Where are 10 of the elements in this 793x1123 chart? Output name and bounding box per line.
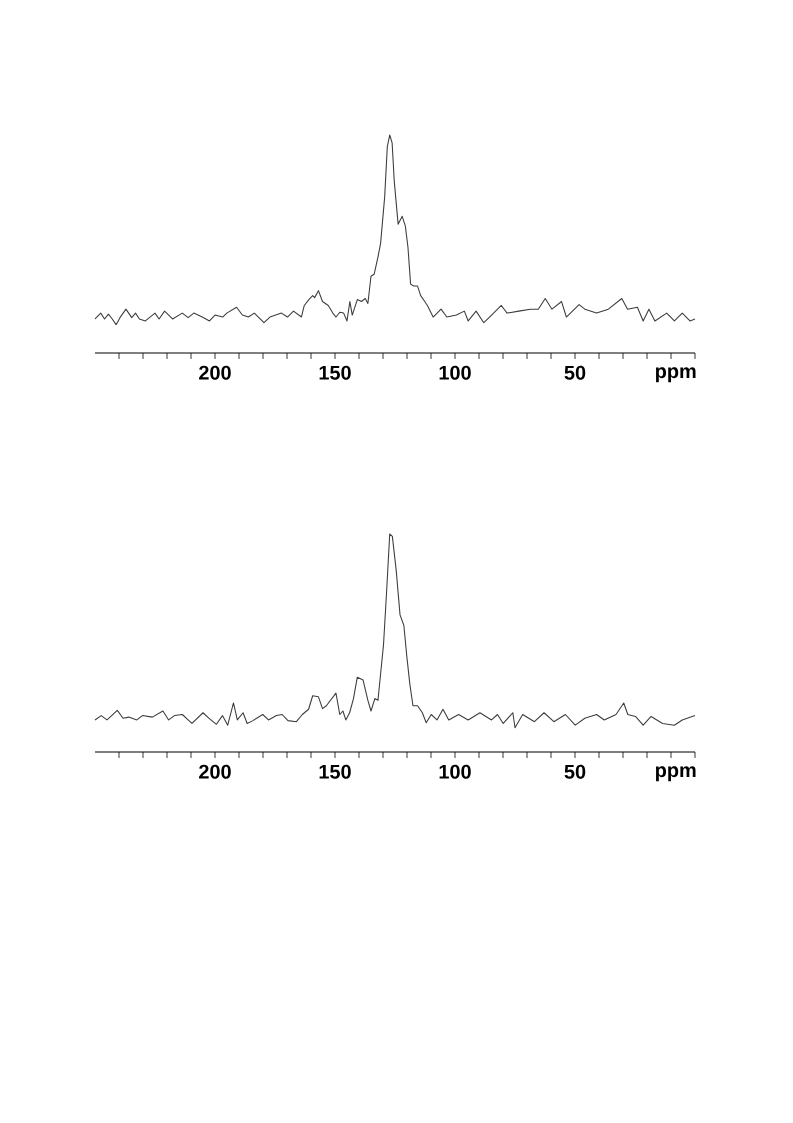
x-axis-title: ppm bbox=[655, 766, 696, 782]
x-tick-label: 200 bbox=[199, 764, 231, 779]
x-tick-label: 150 bbox=[319, 764, 351, 779]
x-axis-title: ppm bbox=[655, 367, 696, 383]
x-tick-label: 150 bbox=[319, 365, 351, 380]
x-tick-label: 200 bbox=[199, 365, 231, 380]
x-tick-label: 50 bbox=[564, 365, 586, 380]
x-tick-label: 100 bbox=[439, 365, 471, 380]
x-tick-label: 100 bbox=[439, 764, 471, 779]
x-tick-label: 50 bbox=[564, 764, 586, 779]
